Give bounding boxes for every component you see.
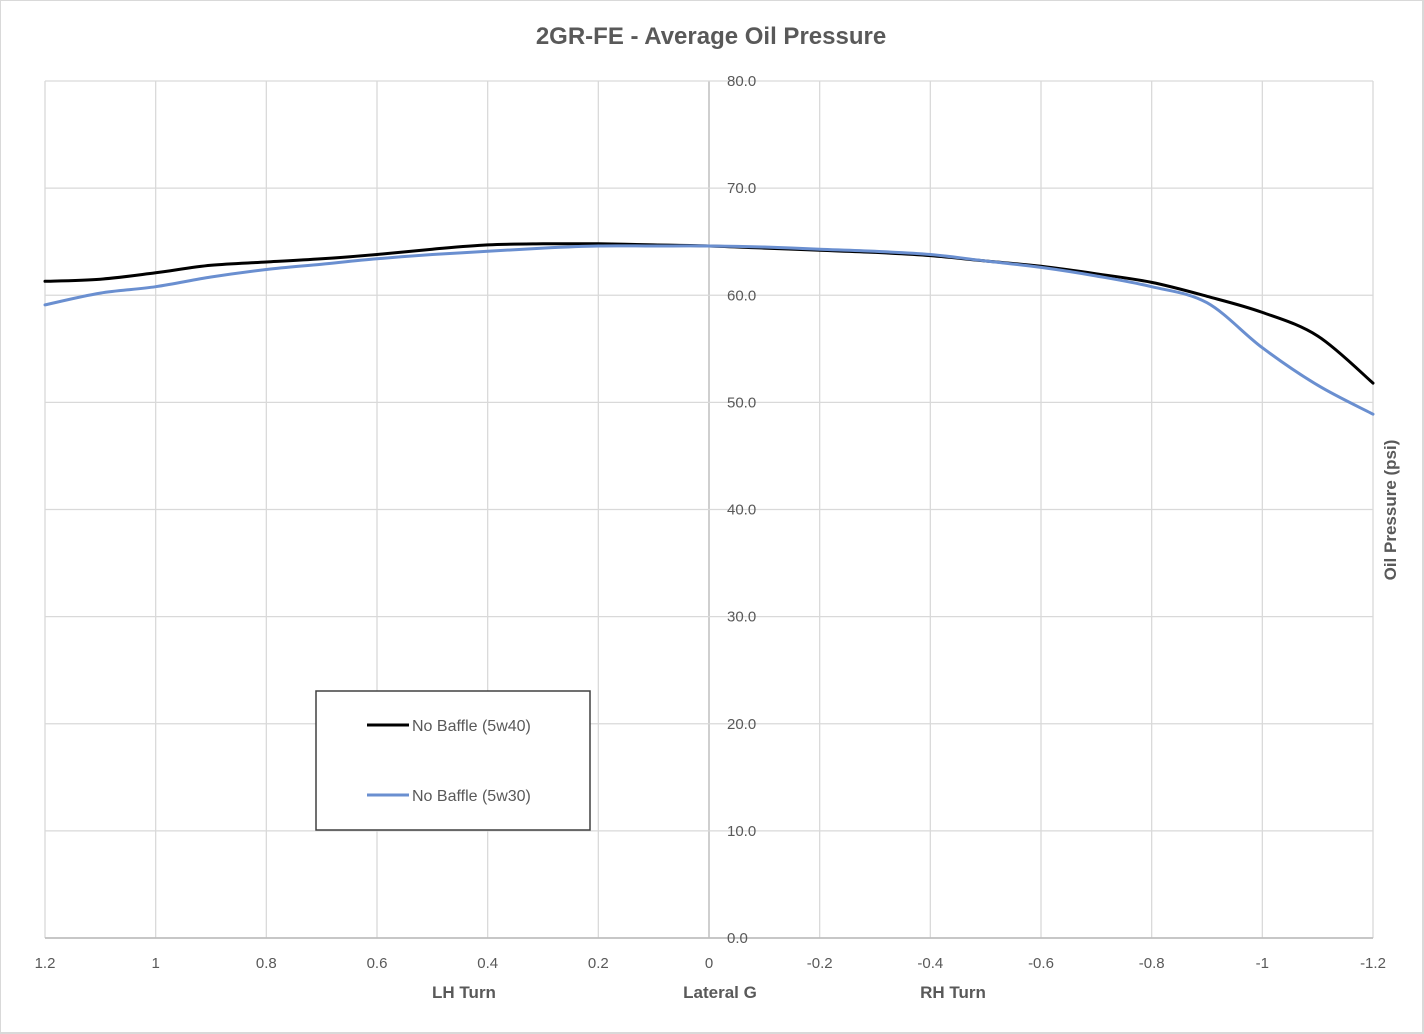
x-tick-label: -1 <box>1256 955 1269 972</box>
x-tick-label: -1.2 <box>1360 955 1386 972</box>
y-tick-label: 10.0 <box>727 823 756 840</box>
y-tick-labels: 0.0 10.0 20.0 30.0 40.0 50.0 60.0 70.0 80.0 <box>727 73 756 947</box>
series-line-5w30 <box>43 244 1375 416</box>
x-tick-labels: 1.2 1 0.8 0.6 0.4 0.2 0 -0.2 -0.4 -0.6 -0.8 -1 -1.2 <box>35 955 1386 972</box>
x-tick-label: 0 <box>705 955 713 972</box>
x-tick-label: -0.8 <box>1139 955 1165 972</box>
y-tick-label: 30.0 <box>727 609 756 626</box>
legend-label-5w30: No Baffle (5w30) <box>412 788 531 805</box>
y-tick-label: 50.0 <box>727 394 756 411</box>
x-tick-label: 0.6 <box>367 955 388 972</box>
x-tick-label: 1.2 <box>35 955 56 972</box>
x-axis-title: Lateral G <box>683 983 757 1002</box>
y-tick-label: 0.0 <box>727 930 748 947</box>
x-tick-label: 0.2 <box>588 955 609 972</box>
chart-title: 2GR-FE - Average Oil Pressure <box>536 23 886 50</box>
x-tick-label: 1 <box>151 955 159 972</box>
legend: No Baffle (5w40) No Baffle (5w30) <box>315 690 591 831</box>
y-axis-title: Oil Pressure (psi) <box>1381 440 1400 581</box>
y-tick-label: 40.0 <box>727 502 756 519</box>
series-lines <box>43 242 1375 416</box>
gridlines <box>44 80 1374 939</box>
x-annotation-lh-turn: LH Turn <box>432 983 496 1002</box>
x-tick-label: -0.2 <box>807 955 833 972</box>
x-annotation-rh-turn: RH Turn <box>920 983 986 1002</box>
x-tick-label: 0.4 <box>477 955 498 972</box>
x-tick-label: -0.6 <box>1028 955 1054 972</box>
x-tick-label: 0.8 <box>256 955 277 972</box>
legend-box <box>315 690 591 831</box>
y-tick-label: 20.0 <box>727 716 756 733</box>
y-tick-label: 80.0 <box>727 73 756 90</box>
x-tick-label: -0.4 <box>917 955 943 972</box>
y-tick-label: 60.0 <box>727 287 756 304</box>
y-tick-label: 70.0 <box>727 180 756 197</box>
legend-label-5w40: No Baffle (5w40) <box>412 718 531 735</box>
